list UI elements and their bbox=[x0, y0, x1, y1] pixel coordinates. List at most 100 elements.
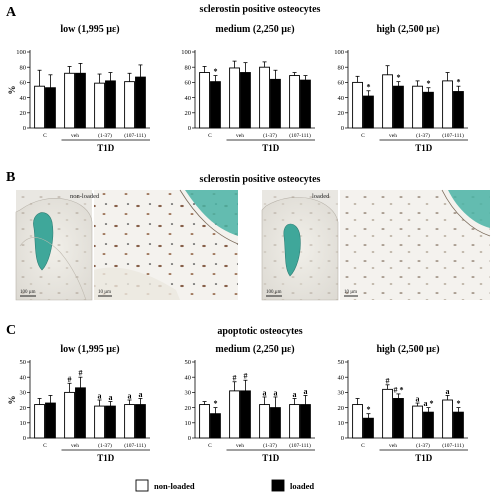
panel-letter-a: A bbox=[6, 5, 17, 20]
bar-nonloaded bbox=[442, 399, 453, 439]
bar-loaded bbox=[300, 79, 311, 129]
micrograph-loaded-overview bbox=[261, 190, 339, 301]
bar-loaded bbox=[135, 404, 146, 439]
bar-nonloaded bbox=[382, 388, 393, 439]
y-tick-label: 100 bbox=[181, 49, 191, 56]
y-tick-label: 50 bbox=[20, 359, 27, 366]
significance-mark: a bbox=[263, 388, 267, 397]
category-label: C bbox=[43, 133, 47, 139]
bar-loaded bbox=[393, 85, 404, 129]
bar-loaded bbox=[363, 95, 374, 129]
chart-a-high: high (2,500 µε) 0 20 40 60 80 100 * C * veh * (1-37)… bbox=[334, 24, 468, 153]
significance-mark: a bbox=[446, 387, 450, 396]
bar-nonloaded bbox=[124, 81, 135, 129]
significance-mark: a bbox=[293, 390, 297, 399]
bar-nonloaded bbox=[94, 405, 105, 439]
y-tick-label: 60 bbox=[338, 80, 345, 87]
bar-nonloaded bbox=[259, 404, 270, 439]
micrograph-nonloaded-overview bbox=[15, 190, 93, 301]
bar-loaded bbox=[135, 76, 146, 129]
bar-nonloaded bbox=[34, 404, 45, 439]
y-tick-label: 10 bbox=[20, 420, 27, 427]
category-label: (1-37) bbox=[263, 442, 277, 449]
group-label: T1D bbox=[262, 453, 280, 463]
bar-nonloaded bbox=[94, 82, 105, 129]
category-label: (107-111) bbox=[289, 442, 311, 449]
group-label: T1D bbox=[97, 453, 115, 463]
significance-mark: a bbox=[273, 388, 277, 397]
significance-mark: * bbox=[213, 67, 217, 76]
group-label: T1D bbox=[262, 143, 280, 153]
significance-mark: # bbox=[78, 369, 82, 378]
significance-mark: # bbox=[243, 372, 247, 381]
significance-mark: * bbox=[456, 399, 460, 408]
y-tick-label: 40 bbox=[338, 374, 345, 381]
bar-loaded bbox=[453, 91, 464, 129]
significance-mark: * bbox=[366, 405, 370, 414]
category-label: C bbox=[361, 133, 365, 139]
scale-label-2: 10 µm bbox=[98, 290, 111, 295]
category-label: C bbox=[208, 443, 212, 449]
significance-mark: a bbox=[416, 395, 420, 404]
y-tick-label: 10 bbox=[338, 420, 345, 427]
bar-nonloaded bbox=[229, 390, 240, 439]
significance-mark: # bbox=[233, 373, 237, 382]
panel-c-title: apoptotic osteocytes bbox=[217, 326, 302, 337]
y-tick-label: 30 bbox=[185, 390, 192, 397]
significance-mark: * bbox=[396, 73, 400, 82]
bar-nonloaded bbox=[259, 66, 270, 129]
y-tick-label: 50 bbox=[338, 359, 345, 366]
bar-nonloaded bbox=[124, 404, 135, 439]
bar-loaded bbox=[453, 411, 464, 439]
bar-nonloaded bbox=[64, 391, 75, 439]
micrograph-loaded-zoom bbox=[340, 189, 491, 300]
y-tick-label: 100 bbox=[334, 49, 344, 56]
y-tick-label: 20 bbox=[338, 405, 345, 412]
y-tick-label: 10 bbox=[185, 420, 192, 427]
chart-title: medium (2,250 µε) bbox=[215, 24, 294, 35]
bar-nonloaded bbox=[64, 72, 75, 129]
bar-loaded bbox=[75, 387, 86, 439]
bar-nonloaded bbox=[199, 404, 210, 439]
y-tick-label: 40 bbox=[185, 95, 192, 102]
panel-a-title: sclerostin positive osteocytes bbox=[200, 4, 321, 15]
category-label: C bbox=[43, 443, 47, 449]
bar-loaded bbox=[45, 402, 56, 439]
legend-swatch-nonloaded bbox=[135, 479, 149, 492]
bar-loaded bbox=[105, 405, 116, 439]
y-tick-label: 0 bbox=[23, 435, 26, 442]
chart-title: high (2,500 µε) bbox=[376, 24, 439, 35]
bar-loaded bbox=[210, 413, 221, 439]
category-label: veh bbox=[389, 443, 397, 449]
category-label: (1-37) bbox=[416, 442, 430, 449]
y-tick-label: 0 bbox=[188, 435, 191, 442]
significance-mark: # bbox=[386, 376, 390, 385]
legend-swatch-loaded bbox=[271, 479, 285, 492]
y-tick-label: 0 bbox=[188, 125, 191, 132]
y-tick-label: 20 bbox=[185, 110, 192, 117]
y-tick-label: 100 bbox=[16, 49, 26, 56]
group-label: T1D bbox=[415, 143, 433, 153]
category-label: (1-37) bbox=[98, 442, 112, 449]
bar-loaded bbox=[363, 417, 374, 439]
legend-label-nonloaded: non-loaded bbox=[154, 481, 195, 491]
bar-nonloaded bbox=[199, 72, 210, 129]
significance-mark: a bbox=[108, 393, 112, 402]
y-tick-label: 80 bbox=[185, 64, 192, 71]
legend: non-loaded loaded bbox=[135, 479, 314, 492]
y-tick-label: 0 bbox=[341, 435, 344, 442]
legend-label-loaded: loaded bbox=[290, 481, 314, 491]
bar-loaded bbox=[393, 398, 404, 439]
significance-mark: a bbox=[138, 390, 142, 399]
significance-mark: * bbox=[456, 78, 460, 87]
bar-nonloaded bbox=[352, 404, 363, 439]
panel-letter-c: C bbox=[6, 323, 16, 338]
chart-title: medium (2,250 µε) bbox=[215, 344, 294, 355]
bar-loaded bbox=[210, 81, 221, 129]
y-tick-label: 30 bbox=[20, 390, 27, 397]
scale-label-3: 100 µm bbox=[266, 290, 282, 295]
bar-nonloaded bbox=[229, 67, 240, 129]
significance-mark: a bbox=[98, 392, 102, 401]
bar-loaded bbox=[423, 91, 434, 129]
